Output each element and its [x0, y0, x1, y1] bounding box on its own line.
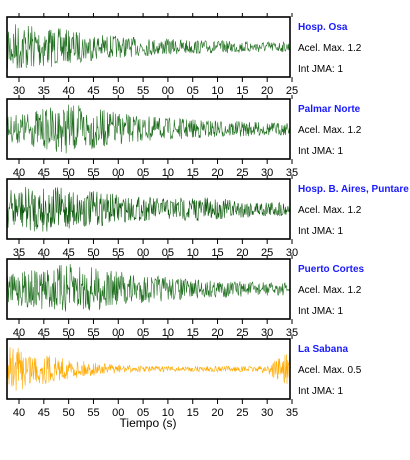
x-tick-label: 05 [137, 327, 149, 339]
x-tick-label: 20 [261, 85, 273, 97]
x-tick-label: 10 [162, 407, 174, 419]
peak-acceleration-label: Acel. Max. 0.5 [298, 365, 362, 376]
x-tick-label: 20 [211, 167, 223, 179]
x-tick-label: 00 [162, 85, 174, 97]
x-tick-label: 35 [286, 327, 298, 339]
waveform-trace [6, 20, 291, 70]
x-tick-label: 10 [162, 167, 174, 179]
x-tick-label: 45 [87, 85, 99, 97]
x-tick-label: 50 [63, 407, 75, 419]
x-tick-label: 25 [236, 407, 248, 419]
station-name: Puerto Cortes [298, 264, 365, 275]
x-tick-label: 40 [13, 327, 25, 339]
x-tick-label: 20 [211, 407, 223, 419]
x-tick-label: 25 [286, 85, 298, 97]
panel-1: 30 35 40 45 50 55 00 05 10 15 20 25 Hosp. Osa Acel. M… [6, 13, 362, 97]
x-tick-label: 45 [38, 167, 50, 179]
waveform-trace [6, 264, 291, 312]
jma-intensity-label: Int JMA: 1 [298, 386, 343, 397]
x-tick-label: 35 [286, 407, 298, 419]
x-tick-label: 00 [112, 327, 124, 339]
x-tick-label: 55 [112, 247, 124, 259]
x-tick-label: 25 [261, 247, 273, 259]
station-name: La Sabana [298, 344, 348, 355]
waveform-trace [6, 347, 291, 391]
x-tick-label: 05 [137, 167, 149, 179]
x-tick-label: 15 [211, 247, 223, 259]
x-tick-label: 45 [38, 407, 50, 419]
x-tick-label: 45 [63, 247, 75, 259]
x-tick-label: 15 [236, 85, 248, 97]
x-tick-label: 55 [87, 407, 99, 419]
x-tick-label: 50 [63, 327, 75, 339]
x-tick-label: 35 [38, 85, 50, 97]
x-tick-label: 10 [162, 327, 174, 339]
station-name: Hosp. B. Aires, Puntare [298, 184, 409, 195]
x-tick-label: 50 [63, 167, 75, 179]
panel-frame [6, 258, 291, 320]
jma-intensity-label: Int JMA: 1 [298, 226, 343, 237]
x-tick-label: 00 [137, 247, 149, 259]
x-tick-label: 30 [261, 327, 273, 339]
x-tick-label: 30 [286, 247, 298, 259]
x-tick-label: 10 [211, 85, 223, 97]
x-tick-label: 25 [236, 327, 248, 339]
peak-acceleration-label: Acel. Max. 1.2 [298, 43, 362, 54]
x-tick-label: 30 [13, 85, 25, 97]
x-tick-label: 05 [162, 247, 174, 259]
station-name: Palmar Norte [298, 104, 361, 115]
panel-frame [6, 338, 291, 400]
jma-intensity-label: Int JMA: 1 [298, 146, 343, 157]
x-tick-label: 55 [87, 167, 99, 179]
waveform-trace [6, 187, 291, 232]
x-tick-label: 25 [236, 167, 248, 179]
x-tick-label: 40 [13, 407, 25, 419]
jma-intensity-label: Int JMA: 1 [298, 64, 343, 75]
x-tick-label: 15 [187, 327, 199, 339]
x-tick-label: 40 [38, 247, 50, 259]
x-tick-label: 20 [236, 247, 248, 259]
x-tick-label: 40 [63, 85, 75, 97]
jma-intensity-label: Int JMA: 1 [298, 306, 343, 317]
x-tick-label: 55 [137, 85, 149, 97]
panel-frame [6, 16, 291, 78]
waveform-trace [6, 104, 291, 154]
x-axis-title: Tiempo (s) [120, 416, 177, 430]
x-tick-label: 40 [13, 167, 25, 179]
x-tick-label: 30 [261, 407, 273, 419]
x-tick-label: 10 [187, 247, 199, 259]
panel-2: 40 45 50 55 00 05 10 15 20 25 30 35 Palmar Norte Acel… [6, 95, 362, 179]
x-tick-label: 00 [112, 167, 124, 179]
panel-frame [6, 178, 291, 240]
panel-5: 40 45 50 55 00 05 10 15 20 25 30 35 La Sabana Acel. M… [6, 335, 362, 419]
x-tick-label: 15 [187, 407, 199, 419]
x-tick-label: 20 [211, 327, 223, 339]
panel-3: 35 40 45 50 55 00 05 10 15 20 25 30 Hosp. B. Aires, … [6, 175, 409, 259]
x-tick-label: 00 [112, 407, 124, 419]
peak-acceleration-label: Acel. Max. 1.2 [298, 205, 362, 216]
station-name: Hosp. Osa [298, 22, 348, 33]
panels-group: 30 35 40 45 50 55 00 05 10 15 20 25 Hosp. Osa Acel. M… [6, 13, 409, 419]
panel-4: 40 45 50 55 00 05 10 15 20 25 30 35 Puerto Cortes Ace… [6, 255, 365, 339]
x-tick-label: 45 [38, 327, 50, 339]
x-tick-label: 30 [261, 167, 273, 179]
x-tick-label: 35 [286, 167, 298, 179]
x-tick-label: 05 [137, 407, 149, 419]
peak-acceleration-label: Acel. Max. 1.2 [298, 125, 362, 136]
x-tick-label: 50 [87, 247, 99, 259]
x-tick-label: 50 [112, 85, 124, 97]
peak-acceleration-label: Acel. Max. 1.2 [298, 285, 362, 296]
panel-frame [6, 98, 291, 160]
x-tick-label: 15 [187, 167, 199, 179]
x-tick-label: 05 [187, 85, 199, 97]
x-tick-label: 55 [87, 327, 99, 339]
x-tick-label: 35 [13, 247, 25, 259]
